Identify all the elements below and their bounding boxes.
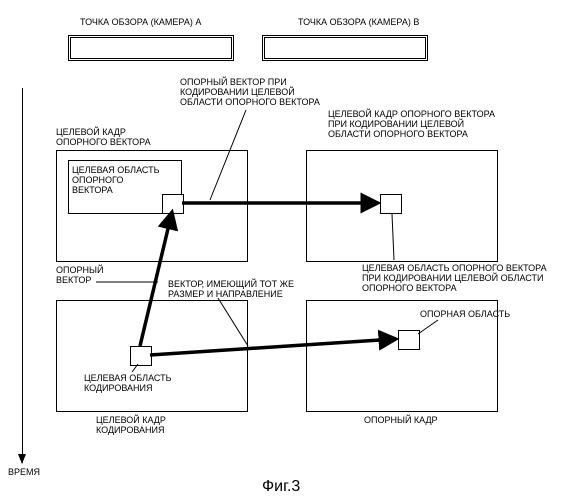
smallbox-br [398,330,420,350]
label-ref-vector-when-coding: ОПОРНЫЙ ВЕКТОР ПРИ КОДИРОВАНИИ ЦЕЛЕВОЙ О… [180,78,320,108]
camera-b-box [262,35,428,61]
figure-caption: Фиг.3 [262,478,300,496]
smallbox-tr [380,194,402,214]
label-reference-region: ОПОРНАЯ ОБЛАСТЬ [420,310,510,320]
label-reference-vector: ОПОРНЫЙ ВЕКТОР [56,266,103,286]
camera-b-label: ТОЧКА ОБЗОРА (КАМЕРА) B [298,18,419,28]
label-reference-frame: ОПОРНЫЙ КАДР [364,416,438,426]
label-target-frame-ref-vec-right: ЦЕЛЕВОЙ КАДР ОПОРНОГО ВЕКТОРА ПРИ КОДИРО… [328,110,495,140]
time-axis-arrow [22,88,23,463]
diagram-stage: ТОЧКА ОБЗОРА (КАМЕРА) A ТОЧКА ОБЗОРА (КА… [0,0,562,500]
target-ref-region-label: ЦЕЛЕВАЯ ОБЛАСТЬ ОПОРНОГО ВЕКТОРА [72,166,160,196]
label-target-region-ref-vec-right: ЦЕЛЕВАЯ ОБЛАСТЬ ОПОРНОГО ВЕКТОРА ПРИ КОД… [362,264,547,294]
time-axis-label: ВРЕМЯ [8,468,40,478]
label-target-frame-ref-vec: ЦЕЛЕВОЙ КАДР ОПОРНОГО ВЕКТОРА [56,128,151,148]
frame-top-right [306,150,498,262]
frame-bottom-left [56,300,248,412]
smallbox-bl [130,346,152,366]
label-target-frame-coding: ЦЕЛЕВОЙ КАДР КОДИРОВАНИЯ [96,416,166,436]
camera-a-box [68,35,234,61]
smallbox-tl [162,194,184,214]
label-same-vector: ВЕКТОР, ИМЕЮЩИЙ ТОТ ЖЕ РАЗМЕР И НАПРАВЛЕ… [168,280,294,300]
label-target-region-coding: ЦЕЛЕВАЯ ОБЛАСТЬ КОДИРОВАНИЯ [84,374,172,394]
camera-a-label: ТОЧКА ОБЗОРА (КАМЕРА) A [80,18,201,28]
